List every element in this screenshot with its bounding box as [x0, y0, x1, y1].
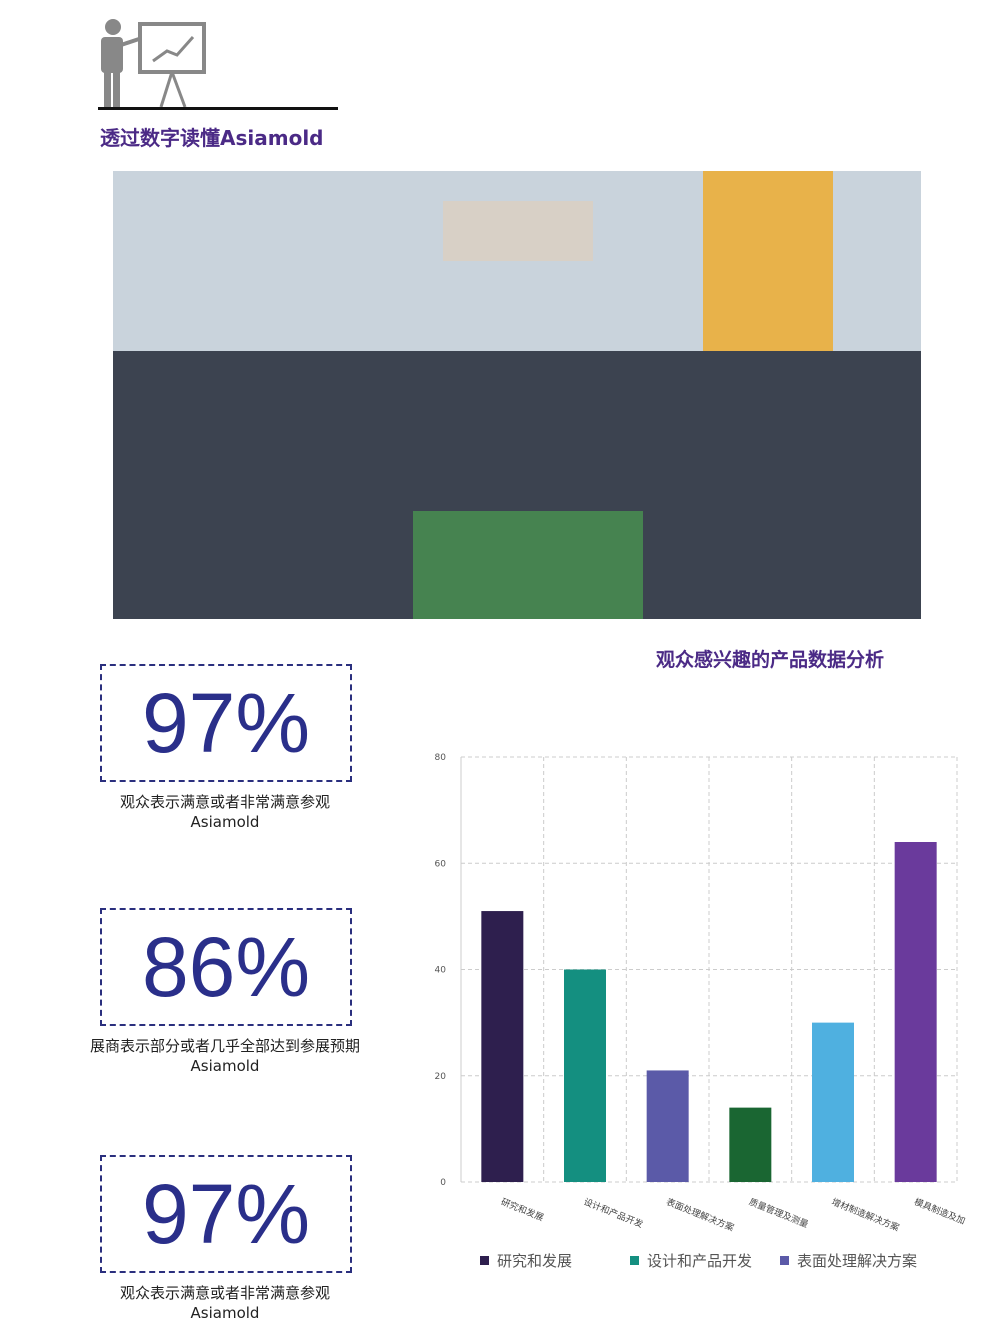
x-tick-label: 增材制造解决方案 [830, 1196, 901, 1234]
y-tick-label: 60 [435, 859, 447, 869]
bar [812, 1022, 854, 1182]
stat-value: 97% [100, 1155, 352, 1273]
legend-swatch [780, 1256, 789, 1265]
stat-caption: 观众表示满意或者非常满意参观Asiamold [119, 793, 330, 831]
x-tick-label: 质量管理及测量 [747, 1196, 810, 1231]
legend-label: 表面处理解决方案 [797, 1252, 917, 1270]
exhibition-photo [113, 171, 921, 619]
presenter-icon [98, 19, 338, 110]
page-title: 透过数字读懂Asiamold [100, 126, 324, 150]
x-tick-label: 模具制造及加 [913, 1196, 968, 1227]
bar [564, 969, 606, 1182]
chart-title: 观众感兴趣的产品数据分析 [656, 648, 884, 671]
stat-caption: 展商表示部分或者几乎全部达到参展预期Asiamold [90, 1037, 361, 1075]
y-tick-label: 40 [435, 966, 447, 976]
y-tick-label: 20 [435, 1072, 447, 1082]
bar [729, 1107, 772, 1182]
legend-label: 设计和产品开发 [647, 1252, 752, 1270]
bar [481, 911, 524, 1182]
bar [894, 842, 937, 1182]
stat-value: 86% [100, 908, 352, 1026]
legend-swatch [480, 1256, 489, 1265]
bar [646, 1070, 689, 1182]
legend-swatch [630, 1256, 639, 1265]
x-tick-label: 研究和发展 [499, 1196, 545, 1224]
legend-label: 研究和发展 [497, 1252, 572, 1270]
stat-value: 97% [100, 664, 352, 782]
stat-caption: 观众表示满意或者非常满意参观Asiamold [119, 1284, 330, 1322]
x-tick-label: 设计和产品开发 [582, 1196, 645, 1231]
y-tick-label: 80 [435, 753, 447, 763]
x-tick-label: 表面处理解决方案 [665, 1196, 736, 1234]
y-tick-label: 0 [440, 1178, 446, 1188]
